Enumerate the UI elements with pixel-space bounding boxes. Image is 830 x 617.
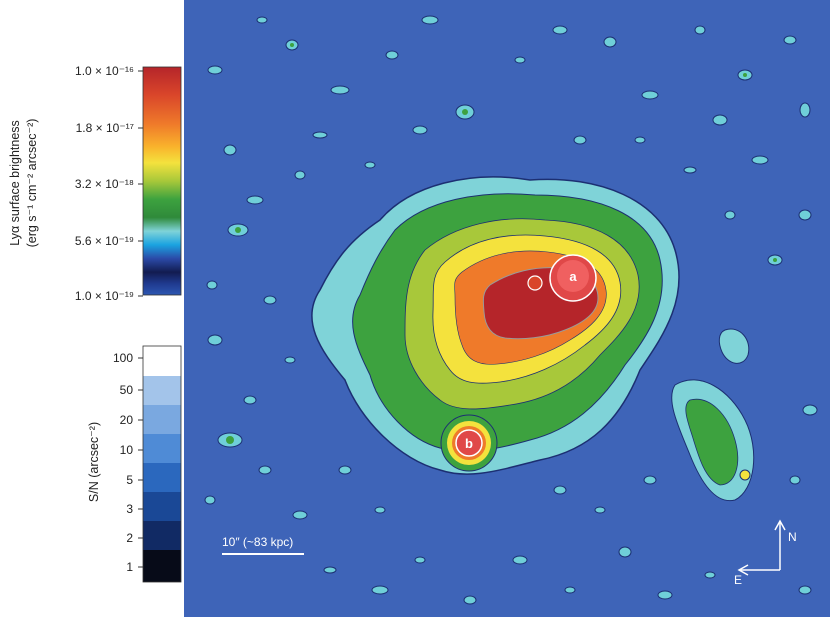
sn-colorbar-swatches [143,346,181,582]
source-b: b [440,414,498,472]
colorbar-tick-marks [138,70,143,297]
source-b-core [455,429,483,457]
compass [737,519,786,576]
surface-brightness-colorbar: 1.0 × 10⁻¹⁶ 1.8 × 10⁻¹⁷ 3.2 × 10⁻¹⁸ 5.6 … [8,64,182,303]
sn-colorbar-title: S/N (arcsec⁻²) [87,422,101,502]
sn-tick-label: 100 [113,351,133,365]
east-filament [671,328,755,502]
source-b-label: b [465,436,473,451]
sn-swatch [143,376,181,405]
sn-tick-label: 5 [126,473,133,487]
sn-swatch [143,521,181,550]
sn-swatch [143,434,181,463]
colorbar-tick-label: 3.2 × 10⁻¹⁸ [75,177,134,191]
sn-swatch [143,550,181,582]
colorbar-gradient [142,66,182,296]
sn-tick-label: 2 [126,531,133,545]
colorbar-units: (erg s⁻¹ cm⁻² arcsec⁻²) [25,119,39,248]
colorbar-tick-label: 1.8 × 10⁻¹⁷ [76,121,134,135]
scale-bar: 10″ (~83 kpc) [222,535,304,555]
source-a-companion [527,275,543,291]
sn-tick-marks [138,357,143,568]
sn-tick-label: 10 [120,443,134,457]
compass-north-label: N [788,530,797,544]
nebula-map: a b 10″ (~83 kpc) N E [184,0,830,617]
compass-east-label: E [734,573,742,587]
colorbar-tick-label: 1.0 × 10⁻¹⁶ [75,64,134,78]
sn-swatch [143,492,181,521]
source-a-label: a [569,269,577,284]
sn-tick-label: 50 [120,383,134,397]
scale-bar-label: 10″ (~83 kpc) [222,535,293,549]
sn-tick-label: 3 [126,502,133,516]
sn-swatch [143,346,181,376]
sn-tick-label: 20 [120,413,134,427]
source-a-core [557,260,589,292]
lya-nebula [311,176,680,475]
colorbar-tick-label: 5.6 × 10⁻¹⁹ [75,234,134,248]
sn-swatch [143,405,181,434]
sn-tick-label: 1 [126,560,133,574]
colorbar-tick-label: 1.0 × 10⁻¹⁹ [75,289,134,303]
source-a: a [527,254,597,302]
colorbar-title: Lyα surface brightness [8,120,22,246]
noise-speckle-cores [226,43,777,444]
sn-swatch [143,463,181,492]
sn-colorbar: 100 50 20 10 5 3 2 1 S/N (arcsec⁻²) [87,345,182,583]
